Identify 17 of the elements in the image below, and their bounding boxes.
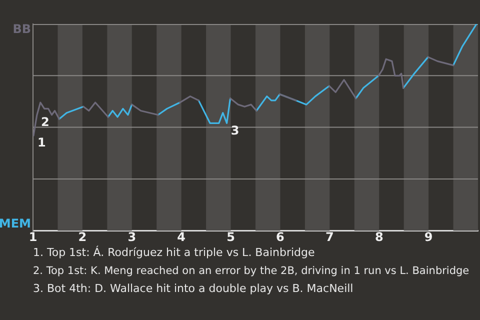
x-tick-label: 3 [128, 230, 136, 244]
text: 1. Top 1st: Á. Rodríguez hit a triple vs L. Bainbridge [33, 244, 316, 261]
text: BB [12, 22, 31, 36]
text: 3. Bot 4th: D. Wallace hit into a double play vs B. MacNeill [33, 281, 354, 297]
text: 2. Top 1st: K. Meng reached on an error by the 2B, driving in 1 run vs L. Bainbridge [33, 264, 470, 279]
x-tick-label: 5 [226, 230, 235, 244]
x-tick-label: 7 [325, 230, 334, 244]
x-tick-label: 8 [374, 230, 384, 244]
x-tick-label: 4 [177, 230, 186, 244]
annotation: 3 [230, 123, 240, 138]
annotation: 2 [40, 115, 50, 130]
text: MEM [0, 216, 31, 231]
annotation: 1 [37, 136, 46, 150]
x-tick-label: 2 [78, 230, 87, 244]
x-tick-label: 6 [276, 230, 284, 244]
x-tick-label: 1 [28, 230, 38, 244]
x-tick-label: 9 [424, 230, 433, 244]
